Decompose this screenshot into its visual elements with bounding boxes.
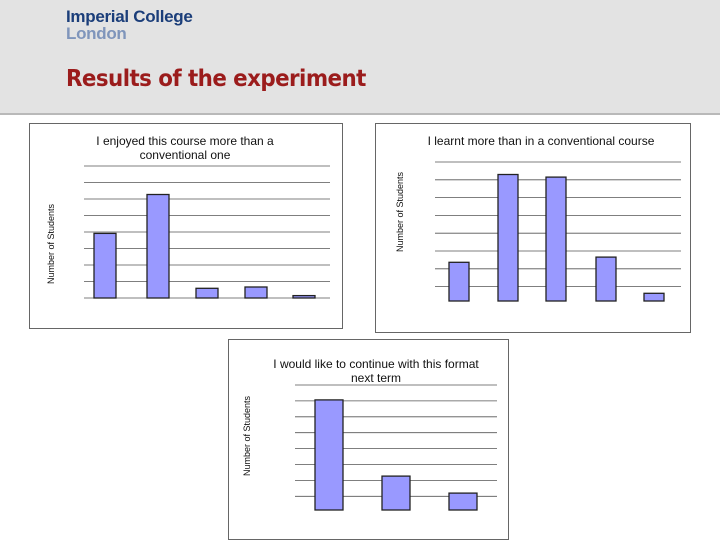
bar-3	[545, 176, 567, 302]
chart-enjoyed: I enjoyed this course more than a conven…	[29, 123, 343, 329]
bar-5	[292, 294, 316, 299]
bar-1	[93, 232, 117, 299]
chart-plot	[435, 161, 681, 302]
imperial-college-logo: Imperial College London	[66, 8, 193, 42]
bar-4	[595, 256, 617, 302]
bar-5	[643, 292, 665, 302]
bar-1	[314, 399, 344, 511]
bar-2	[381, 475, 411, 511]
bar-3	[195, 287, 219, 299]
chart-plot	[295, 384, 497, 511]
chart-title: I would like to continue with this forma…	[273, 357, 479, 385]
chart-learnt: I learnt more than in a conventional cou…	[375, 123, 691, 333]
bar-2	[497, 173, 519, 302]
bar-3	[448, 492, 478, 511]
logo-line-1: Imperial College	[66, 7, 193, 26]
chart-continue: I would like to continue with this forma…	[228, 339, 509, 540]
bar-4	[244, 286, 268, 299]
slide-title: Results of the experiment	[66, 66, 366, 92]
bar-2	[146, 193, 170, 299]
chart-title: I enjoyed this course more than a conven…	[96, 134, 274, 162]
logo-line-2: London	[66, 24, 127, 43]
chart-plot	[84, 165, 330, 299]
bar-1	[448, 261, 470, 302]
slide-header: Imperial College London Results of the e…	[0, 0, 720, 115]
chart-title: I learnt more than in a conventional cou…	[427, 134, 655, 148]
